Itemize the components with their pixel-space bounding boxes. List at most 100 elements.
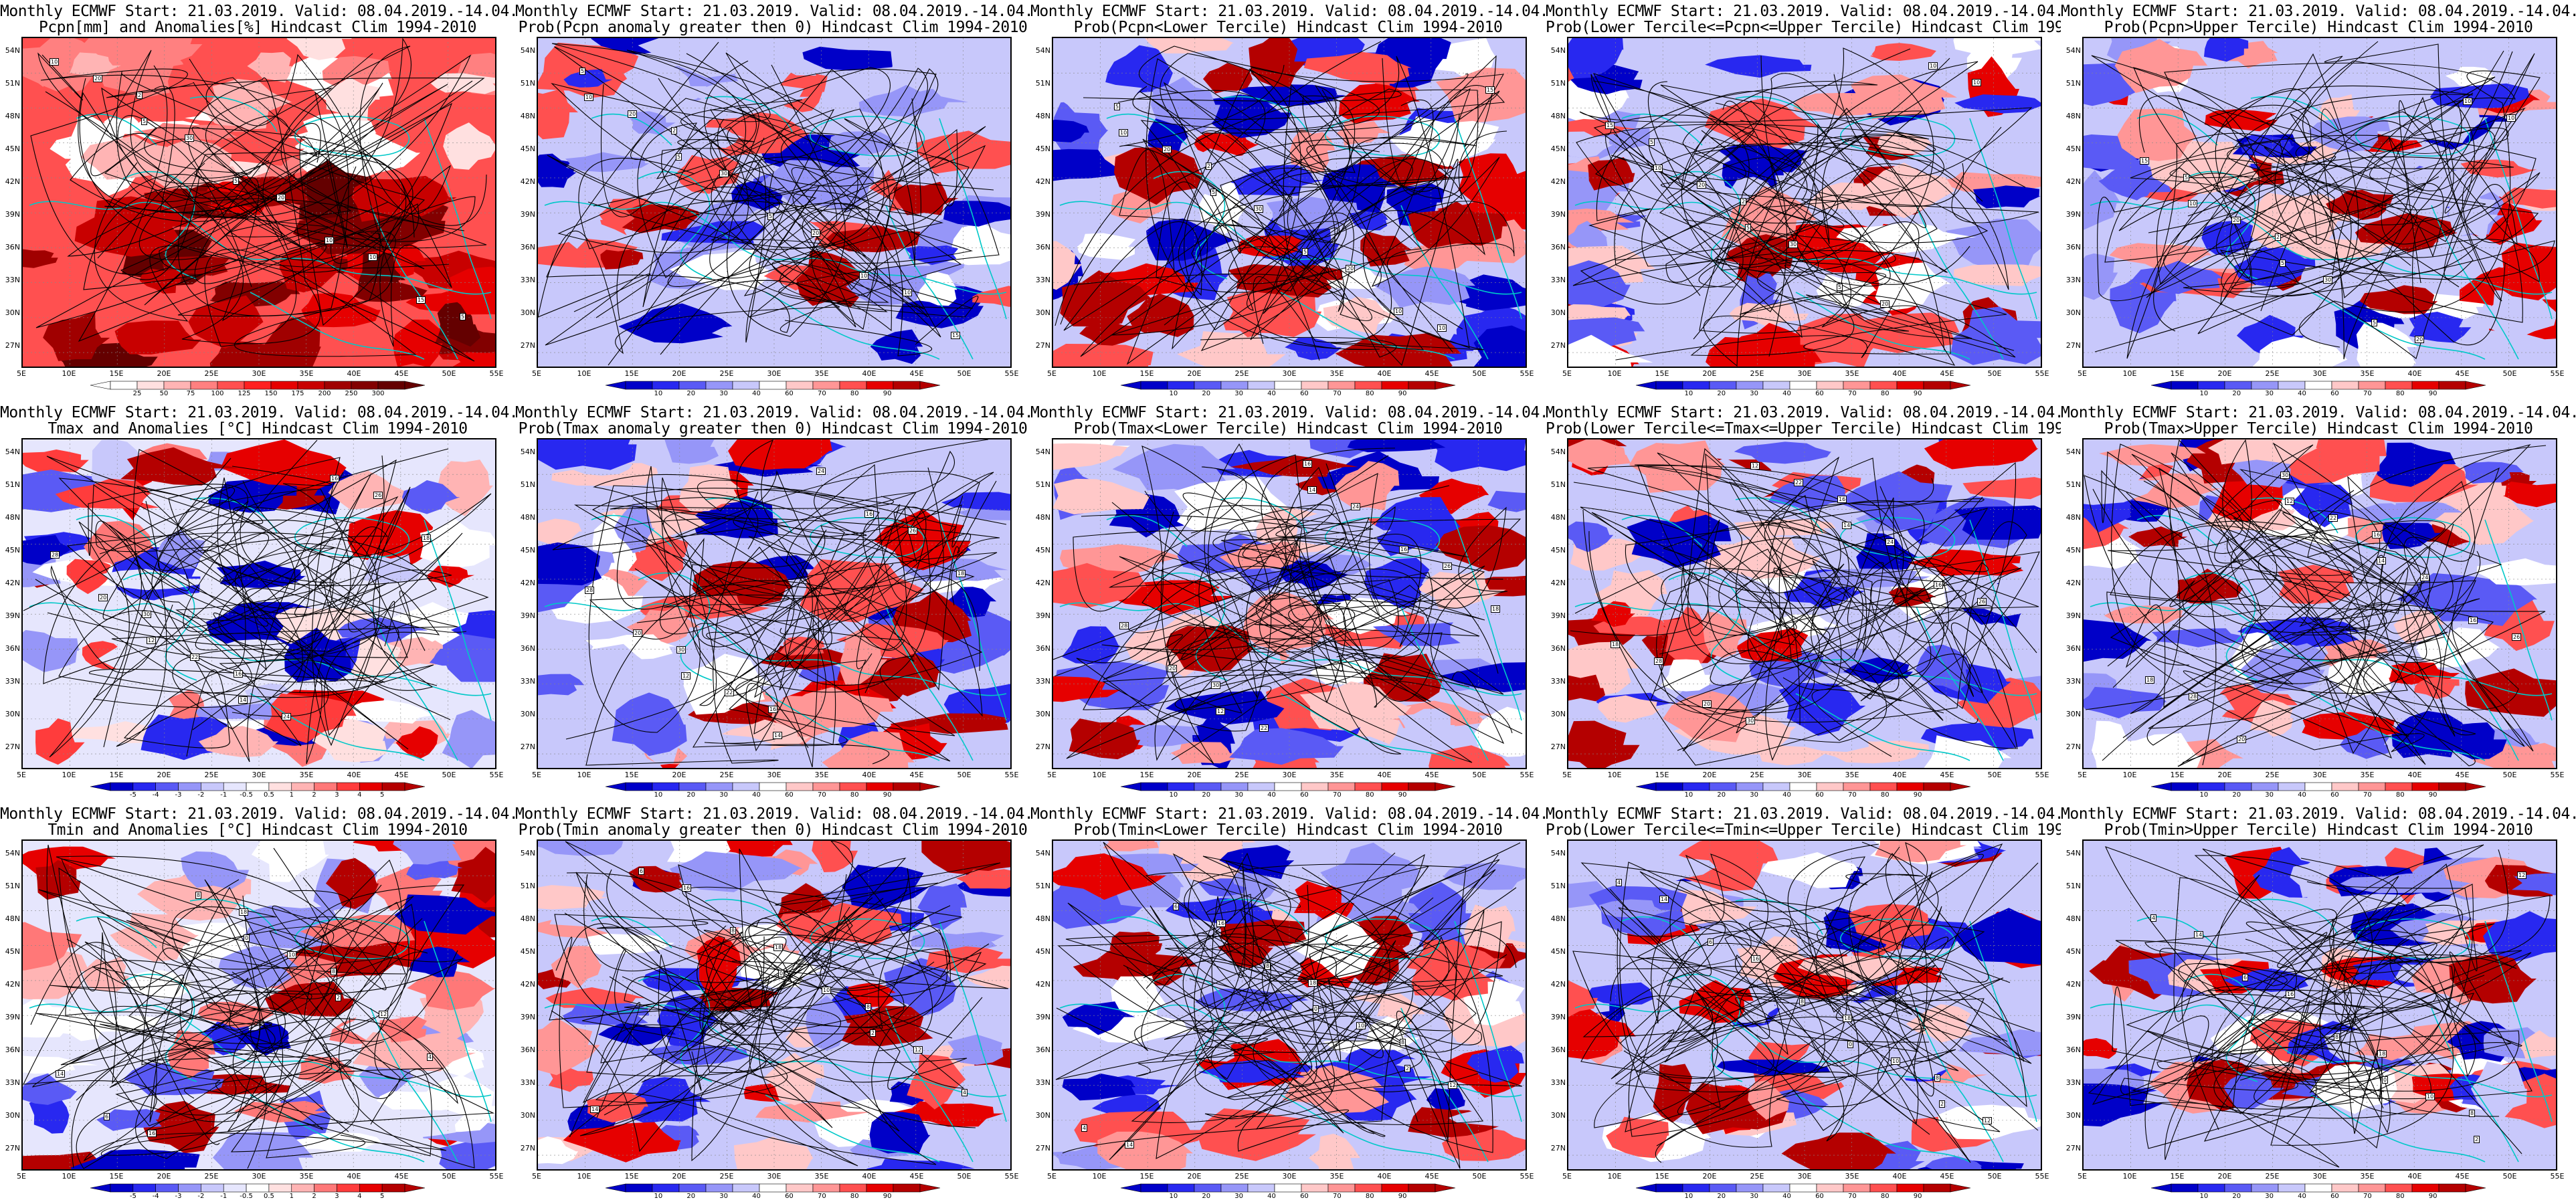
colorbar-segment	[786, 381, 814, 390]
colorbar-segment	[705, 1183, 733, 1193]
colorbar-segment	[1220, 782, 1249, 791]
climatology-contour	[547, 115, 979, 345]
colorbar-segment	[359, 782, 383, 791]
contour-label: 8	[331, 968, 337, 975]
colorbar-tick-label: 125	[238, 390, 251, 397]
latitude-tick-label: 36N	[520, 1045, 535, 1054]
shaded-field-region	[2463, 462, 2524, 484]
climatology-contour	[1719, 495, 1971, 714]
longitude-tick-label: 15E	[624, 369, 639, 378]
map-canvas	[538, 439, 1010, 768]
coastline-border	[1280, 693, 1455, 761]
latitude-tick-label: 48N	[1035, 512, 1050, 522]
map-canvas	[23, 841, 495, 1169]
colorbar-segment	[314, 782, 337, 791]
map-canvas	[2084, 439, 2556, 768]
longitude-tick-label: 50E	[442, 771, 456, 779]
shaded-field-region	[538, 885, 609, 910]
shaded-field-region	[597, 1023, 676, 1046]
latitude-tick-label: 54N	[520, 46, 535, 55]
climatology-contour	[1576, 73, 2026, 274]
climatology-contour	[49, 884, 382, 1132]
colorbar-tick-label: 175	[291, 390, 304, 397]
colorbar-segment	[2385, 782, 2413, 791]
colorbar-low-arrow	[1635, 782, 1657, 791]
colorbar-tick-label: 4	[357, 791, 362, 799]
climatology-contour	[546, 41, 962, 366]
longitude-tick-label: 35E	[1845, 369, 1859, 378]
longitude-tick-label: 35E	[2360, 771, 2375, 779]
colorbar-tick-label: 90	[1913, 791, 1922, 799]
climatology-contour	[1572, 950, 2008, 1131]
colorbar-tick-label: 90	[883, 1193, 892, 1200]
shaded-field-region	[2409, 312, 2472, 343]
colorbar-segment	[223, 1183, 247, 1193]
colorbar-segment	[893, 1183, 921, 1193]
map-area: 12 14 16 18 20 22 24 26 28 30 16	[1567, 438, 2042, 769]
colorbar-tick-label: 80	[1880, 1193, 1890, 1200]
colorbar-tick-label: 30	[2265, 390, 2274, 397]
colorbar-segment	[1709, 782, 1737, 791]
longitude-tick-label: 15E	[2170, 369, 2185, 378]
latitude-tick-label: 51N	[1035, 78, 1050, 88]
latitude-tick-label: 30N	[5, 1110, 20, 1120]
colorbar	[90, 1183, 426, 1193]
latitude-tick-label: 54N	[1035, 849, 1050, 858]
colorbar	[605, 381, 941, 390]
contour-label: 5	[2371, 319, 2378, 326]
colorbar-tick-label: 60	[2330, 1193, 2339, 1200]
colorbar	[1635, 1183, 1971, 1193]
contour-label: 16	[682, 884, 692, 892]
shaded-field-region	[753, 213, 823, 263]
contour-label: 26	[1977, 598, 1987, 605]
colorbar-tick-label: 60	[1815, 791, 1824, 799]
shaded-field-region	[23, 1056, 98, 1074]
coastline-border	[29, 602, 492, 696]
contour-label: 2	[2474, 1136, 2480, 1143]
colorbar-segment	[1327, 782, 1356, 791]
longitude-tick-label: 50E	[442, 369, 456, 378]
shaded-field-region	[622, 204, 709, 233]
longitude-tick-label: 40E	[347, 1172, 361, 1181]
latitude-tick-label: 30N	[2065, 709, 2081, 718]
colorbar-tick-label: 250	[345, 390, 358, 397]
shaded-field-region	[907, 1054, 966, 1110]
shaded-field-region	[1404, 244, 1481, 273]
climatology-contour	[1616, 842, 1928, 1108]
latitude-tick-label: 51N	[1550, 480, 1566, 489]
shaded-field-region	[1435, 68, 1526, 124]
latitude-tick-label: 51N	[1550, 78, 1566, 88]
colorbar-segment	[2385, 381, 2413, 390]
colorbar-segment	[2278, 782, 2306, 791]
latitude-tick-label: 39N	[1550, 1012, 1566, 1021]
colorbar-segment	[812, 381, 840, 390]
colorbar-segment	[110, 782, 134, 791]
contour-label: 22	[1259, 724, 1269, 732]
shaded-field-region	[2328, 658, 2393, 697]
latitude-tick-label: 51N	[1035, 480, 1050, 489]
latitude-tick-label: 48N	[2065, 512, 2081, 522]
contour-label: 26	[1443, 563, 1453, 570]
colorbar-segment	[2251, 381, 2279, 390]
coastline-border	[2310, 693, 2486, 761]
colorbar-tick-label: 40	[1267, 390, 1276, 397]
climatology-contour	[661, 477, 972, 745]
coastline-border	[2310, 292, 2486, 360]
shaded-field-region	[1293, 880, 1356, 922]
contour-label: 24	[1351, 503, 1361, 510]
shaded-field-region	[1345, 1048, 1416, 1072]
contour-label: 28	[2189, 693, 2199, 700]
climatology-contour	[588, 485, 983, 734]
map-panel: Monthly ECMWF Start: 21.03.2019. Valid: …	[1030, 401, 1546, 803]
colorbar-swatches	[1635, 381, 1971, 390]
latitude-tick-label: 54N	[1550, 46, 1566, 55]
longitude-tick-label: 20E	[1702, 369, 1717, 378]
shaded-field-region	[1341, 883, 1404, 908]
climatology-contour	[111, 455, 458, 693]
climatology-contour	[95, 466, 408, 763]
contour-label: 2	[2275, 233, 2282, 241]
shaded-field-region	[669, 730, 772, 768]
shaded-field-region	[624, 64, 707, 106]
climatology-contour	[551, 841, 935, 1152]
contour-label: 5	[233, 177, 240, 185]
